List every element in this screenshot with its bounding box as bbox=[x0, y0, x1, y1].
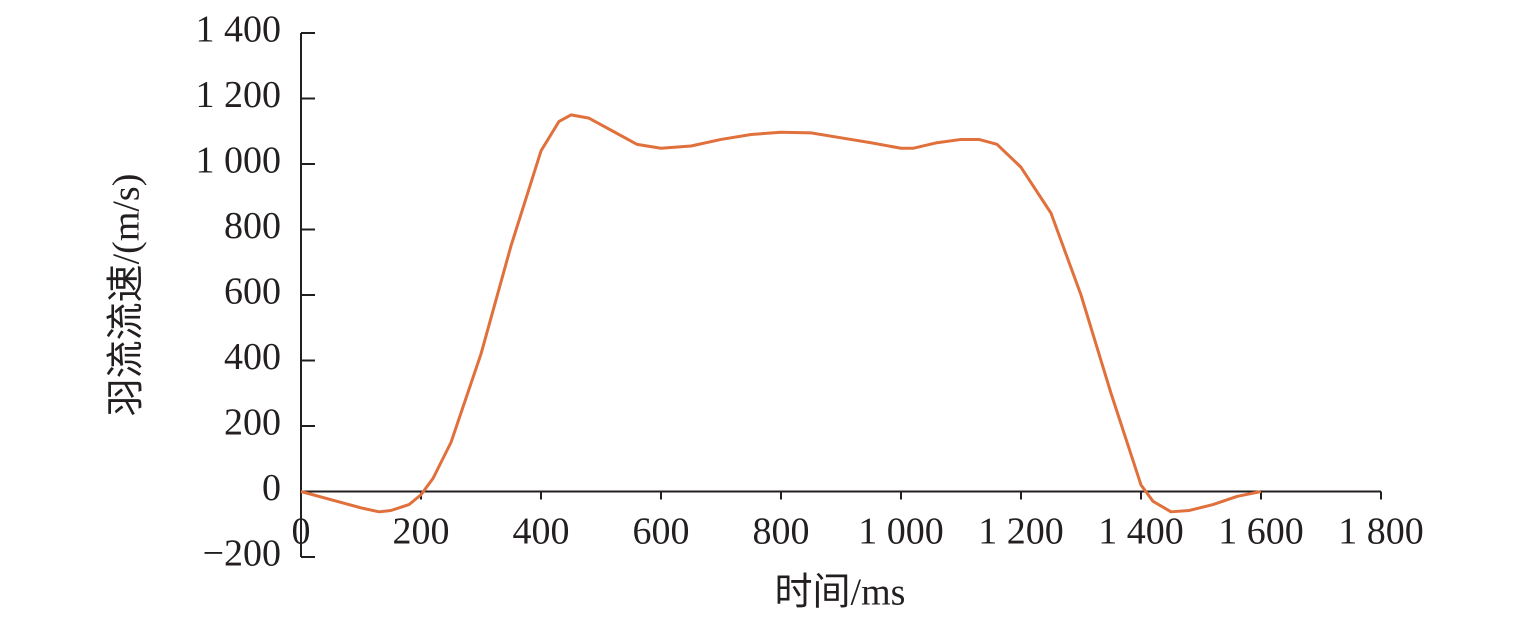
line-series bbox=[300, 113, 1262, 514]
x-tick-label: 400 bbox=[513, 511, 570, 553]
y-tick-label: 600 bbox=[224, 271, 281, 313]
x-tick-label: 800 bbox=[753, 511, 810, 553]
x-tick-label: 200 bbox=[393, 511, 450, 553]
x-tick-label: 0 bbox=[292, 511, 311, 553]
x-tick-label: 600 bbox=[633, 511, 690, 553]
y-axis-label: 羽流流速/(m/s) bbox=[106, 174, 148, 417]
y-tick-label: 1 200 bbox=[196, 74, 282, 116]
y-tick-label: 1 000 bbox=[196, 140, 282, 182]
x-tick-label: 1 000 bbox=[858, 511, 944, 553]
y-tick-label: 200 bbox=[224, 402, 281, 444]
x-tick-label: 1 600 bbox=[1218, 511, 1304, 553]
x-axis-label: 时间/ms bbox=[775, 572, 906, 614]
y-tick-label: −200 bbox=[203, 533, 281, 575]
x-tick-label: 1 800 bbox=[1338, 511, 1424, 553]
y-tick-label: 400 bbox=[224, 336, 281, 378]
y-tick-label: 0 bbox=[262, 467, 281, 509]
x-tick-label: 1 200 bbox=[978, 511, 1064, 553]
x-tick-label: 1 400 bbox=[1098, 511, 1184, 553]
y-tick-label: 1 400 bbox=[196, 9, 282, 51]
y-tick-label: 800 bbox=[224, 205, 281, 247]
